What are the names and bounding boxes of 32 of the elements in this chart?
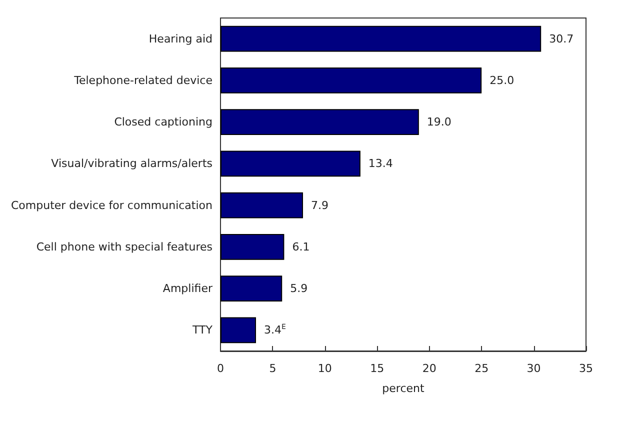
x-tick-label: 0 — [216, 362, 224, 375]
x-axis-title: percent — [382, 382, 425, 395]
bar — [220, 26, 542, 52]
y-tick-label: Telephone-related device — [73, 74, 213, 87]
x-tick-label: 10 — [318, 362, 332, 375]
data-label: 25.0 — [490, 74, 514, 87]
data-label: 19.0 — [426, 116, 452, 129]
y-tick-label: Cell phone with special features — [36, 240, 213, 254]
data-label: 6.1 — [292, 240, 310, 254]
data-label: 13.4 — [368, 157, 393, 170]
bar — [220, 150, 360, 177]
bar — [220, 276, 282, 302]
y-tick-label: Computer device for communication — [10, 198, 213, 212]
bar — [220, 68, 482, 94]
bar — [220, 234, 284, 260]
data-label: 30.7 — [549, 32, 574, 46]
x-tick-label: 20 — [422, 362, 436, 375]
bar — [220, 317, 256, 344]
x-tick-label: 30 — [526, 362, 541, 375]
data-label: 5.9 — [290, 282, 308, 296]
x-tick-label: 15 — [370, 362, 384, 375]
data-label: 7.9 — [310, 198, 328, 212]
bar — [220, 109, 419, 135]
x-tick-label: 25 — [474, 362, 489, 375]
y-tick-label: Closed captioning — [114, 116, 212, 129]
bar — [220, 192, 303, 218]
y-tick-label: Hearing aid — [148, 32, 212, 46]
y-tick-label: Visual/vibrating alarms/alerts — [51, 157, 213, 170]
x-tick-label: 35 — [579, 362, 593, 375]
y-tick-label: Amplifier — [162, 282, 213, 296]
y-tick-label: TTY — [192, 324, 213, 337]
x-tick-label: 5 — [269, 362, 276, 375]
